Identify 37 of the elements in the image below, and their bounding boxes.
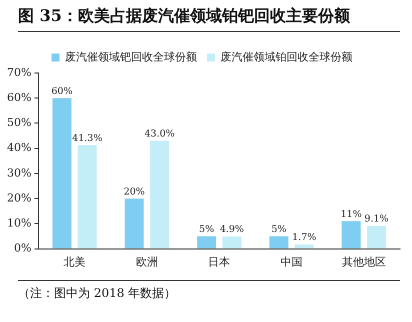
y-tick-label: 30%	[6, 166, 32, 180]
bar	[342, 221, 361, 248]
bar	[269, 236, 288, 248]
legend-label: 废汽催领域铂回收全球份额	[220, 50, 352, 64]
y-tick-label: 40%	[6, 141, 32, 154]
bar	[150, 140, 170, 248]
bar	[52, 98, 72, 248]
data-label: 5%	[199, 224, 214, 235]
data-label: 20%	[124, 186, 145, 198]
data-label: 4.9%	[220, 224, 244, 236]
bar	[124, 198, 144, 248]
y-tick-label: 20%	[6, 191, 32, 204]
bar	[78, 145, 97, 248]
y-tick-label: 0%	[14, 242, 32, 255]
bar	[222, 236, 242, 248]
data-label: 1.7%	[292, 232, 316, 244]
y-tick-label: 10%	[6, 216, 32, 230]
x-tick-label: 北美	[64, 255, 86, 268]
data-label: 43.0%	[144, 128, 175, 140]
chart-title: 图 35：欧美占据废汽催领域铂钯回收主要份额	[18, 6, 351, 27]
y-tick-label: 70%	[6, 66, 32, 79]
data-label: 11%	[340, 208, 362, 220]
y-tick-label: 50%	[6, 116, 32, 130]
text: （注：图中为 2018 年数据）	[18, 285, 178, 302]
data-label: 41.3%	[72, 132, 102, 144]
data-label: 9.1%	[364, 214, 389, 225]
bar	[294, 244, 314, 248]
legend-label: 废汽催领域钯回收全球份额	[65, 50, 197, 64]
x-tick-label: 欧洲	[136, 255, 158, 268]
x-tick-label: 其他地区	[342, 255, 386, 268]
y-tick-label: 60%	[6, 90, 32, 104]
bar	[367, 226, 386, 248]
bar	[197, 236, 216, 248]
data-label: 60%	[51, 86, 73, 97]
x-tick-label: 中国	[280, 255, 303, 268]
data-label: 5%	[271, 224, 286, 235]
x-tick-label: 日本	[208, 255, 230, 268]
